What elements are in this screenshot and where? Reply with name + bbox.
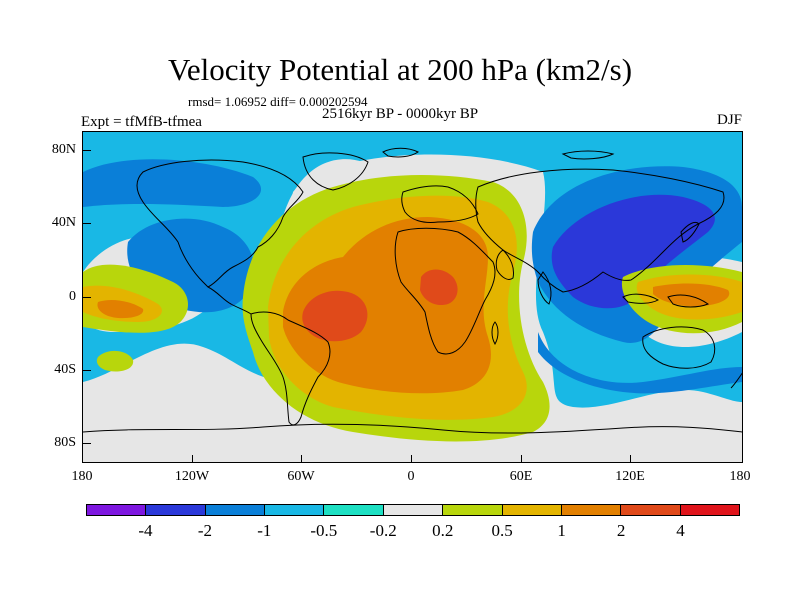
colorbar-label: -0.5 (310, 521, 338, 540)
lon-tick (301, 455, 302, 462)
near-zero-region-atlantic (283, 159, 403, 252)
lon-tick (192, 455, 193, 462)
colorbar-box (324, 505, 384, 515)
colorbar (86, 504, 740, 516)
lon-tick (411, 455, 412, 462)
colorbar-label: -0.2 (369, 521, 397, 540)
colorbar-box (146, 505, 206, 515)
colorbar-box (383, 505, 444, 515)
lon-label-120e: 120E (615, 469, 645, 484)
colorbar-label: -1 (257, 521, 272, 540)
experiment-label: Expt = tfMfB-tfmea (81, 114, 202, 130)
lat-tick (83, 297, 91, 298)
positive-max-africa (420, 269, 458, 306)
lat-label-0: 0 (69, 289, 76, 304)
map-title: Velocity Potential at 200 hPa (km2/s) (167, 52, 633, 87)
positive-max-south-america (302, 290, 368, 342)
colorbar-box (87, 505, 147, 515)
lon-label-180e: 180 (729, 469, 751, 484)
colorbar-label: 4 (676, 521, 685, 540)
lat-label-80s: 80S (54, 435, 76, 450)
lon-label-0: 0 (407, 469, 415, 484)
lat-label-40n: 40N (51, 215, 76, 230)
colorbar-label: -2 (197, 521, 212, 540)
colorbar-label: 2 (616, 521, 626, 540)
colorbar-box (621, 505, 681, 515)
colorbar-box (265, 505, 325, 515)
lat-tick (83, 370, 91, 371)
positive-region-pacific-orange-east (97, 299, 144, 319)
colorbar-box (680, 505, 739, 515)
season-label: DJF (716, 112, 742, 128)
colorbar-box (561, 505, 622, 515)
colorbar-box (443, 505, 503, 515)
positive-region-small-pacific (96, 350, 134, 372)
colorbar-label: -4 (138, 521, 153, 540)
time-period: 2516kyr BP - 0000kyr BP (322, 106, 479, 122)
coastlines (83, 147, 742, 434)
lon-label-60e: 60E (509, 469, 533, 484)
colorbar-label: 1 (557, 521, 566, 540)
lat-label-80n: 80N (51, 142, 76, 157)
map-panel (82, 131, 743, 463)
negative-region-arctic (83, 159, 262, 207)
colorbar-label: 0.2 (432, 521, 454, 540)
lon-tick (630, 455, 631, 462)
map-svg (83, 132, 742, 462)
lon-label-60w: 60W (287, 469, 315, 484)
lat-label-40s: 40S (54, 362, 76, 377)
positive-region-pacific-orange-west (653, 283, 730, 307)
lat-tick (83, 223, 91, 224)
lon-label-180w: 180 (71, 469, 93, 484)
colorbar-label: 0.5 (491, 521, 513, 540)
lat-tick (83, 150, 91, 151)
negative-region-southern-ocean (538, 332, 742, 394)
lat-tick (83, 443, 91, 444)
lon-label-120w: 120W (174, 469, 210, 484)
colorbar-box (205, 505, 266, 515)
lon-tick (521, 455, 522, 462)
positive-region-level-orange (283, 217, 491, 394)
statistics-text: rmsd= 1.06952 diff= 0.000202594 (188, 94, 368, 109)
colorbar-box (502, 505, 562, 515)
